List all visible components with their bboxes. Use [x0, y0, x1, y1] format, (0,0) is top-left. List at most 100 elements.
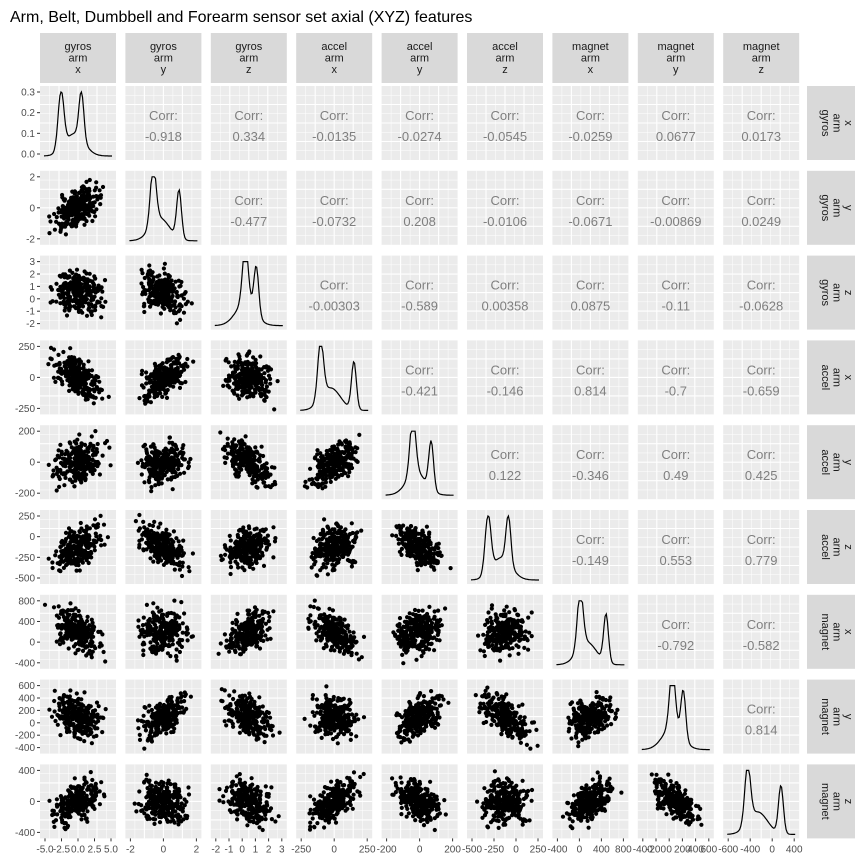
- panel-r3-c4: Corr:-0.00303: [296, 255, 373, 330]
- scatter-point: [190, 551, 195, 556]
- scatter-point: [80, 648, 86, 654]
- scatter-point: [67, 379, 72, 384]
- scatter-point: [82, 222, 87, 227]
- scatter-point: [61, 542, 66, 547]
- scatter-point: [253, 445, 258, 450]
- scatter-point: [62, 483, 67, 488]
- scatter-point: [90, 209, 95, 214]
- scatter-point: [74, 472, 80, 477]
- scatter-point: [155, 302, 161, 307]
- scatter-point: [237, 528, 242, 533]
- corr-value: -0.0106: [483, 214, 527, 229]
- scatter-point: [260, 550, 265, 556]
- corr-label: Corr:: [661, 532, 690, 547]
- scatter-point: [97, 300, 102, 305]
- scatter-point: [88, 196, 93, 201]
- scatter-point: [87, 186, 92, 191]
- scatter-point: [93, 395, 98, 400]
- scatter-point: [157, 273, 162, 278]
- scatter-point: [178, 283, 183, 288]
- scatter-point: [163, 547, 168, 552]
- strip-top-label: arm: [69, 53, 88, 65]
- scatter-point: [233, 628, 238, 634]
- scatter-point: [228, 374, 233, 379]
- scatter-point: [72, 381, 77, 386]
- corr-label: Corr:: [320, 278, 349, 293]
- scatter-point: [173, 626, 178, 631]
- scatter-point: [165, 303, 170, 308]
- scatter-point: [254, 640, 259, 645]
- scatter-point: [56, 369, 61, 374]
- strip-right-label: arm: [831, 707, 843, 726]
- scatter-point: [230, 640, 236, 645]
- scatter-point: [74, 197, 79, 202]
- scatter-point: [66, 646, 71, 651]
- scatter-point: [170, 475, 175, 480]
- scatter-point: [255, 485, 260, 490]
- scatter-point: [142, 630, 147, 635]
- scatter-point: [241, 525, 246, 530]
- strip-top-label: magnet: [743, 41, 780, 53]
- corr-value: 0.425: [745, 468, 778, 483]
- scatter-point: [142, 634, 147, 639]
- scatter-point: [60, 192, 65, 198]
- scatter-point: [67, 612, 72, 617]
- scatter-point: [216, 651, 221, 656]
- scatter-point: [181, 538, 186, 543]
- strip-right-label: x: [842, 375, 854, 381]
- scatter-point: [80, 559, 85, 565]
- panel-r1-c1: [40, 86, 116, 160]
- scatter-point: [158, 311, 163, 316]
- scatter-point: [164, 543, 169, 548]
- scatter-point: [427, 530, 432, 535]
- scatter-point: [50, 560, 55, 565]
- corr-label: Corr:: [747, 193, 776, 208]
- corr-value: -0.0628: [739, 299, 783, 314]
- scatter-point: [167, 440, 172, 445]
- scatter-point: [238, 539, 243, 544]
- corr-label: Corr:: [747, 278, 776, 293]
- scatter-point: [61, 282, 66, 288]
- scatter-point: [251, 542, 257, 547]
- scatter-point: [77, 304, 82, 309]
- strip-right-label: z: [842, 799, 854, 805]
- corr-value: 0.0875: [571, 299, 611, 314]
- scatter-point: [218, 641, 223, 646]
- scatter-point: [69, 369, 74, 375]
- scatter-point: [88, 394, 93, 399]
- panel-r5-c7: Corr:-0.346: [552, 425, 629, 500]
- scatter-point: [72, 545, 77, 550]
- panel-r1-c5: Corr:-0.0274: [381, 86, 458, 160]
- scatter-point: [315, 458, 320, 463]
- scatter-point: [155, 393, 160, 398]
- scatter-point: [56, 352, 61, 357]
- panel-r6-c3: [210, 510, 287, 584]
- strip-right-label: gyros: [819, 110, 831, 137]
- scatter-point: [105, 535, 110, 540]
- strip-top-label: arm: [666, 53, 685, 65]
- scatter-point: [335, 531, 340, 536]
- corr-value: 0.0677: [656, 129, 696, 144]
- strip-right-label: arm: [831, 538, 843, 557]
- scatter-point: [161, 472, 166, 477]
- corr-value: -0.7: [665, 383, 687, 398]
- scatter-point: [246, 524, 251, 529]
- scatter-point: [175, 461, 180, 466]
- scatter-point: [222, 632, 227, 637]
- scatter-point: [399, 546, 404, 552]
- scatter-point: [100, 453, 105, 458]
- scatter-point: [99, 296, 104, 301]
- scatter-point: [258, 378, 264, 383]
- scatter-point: [242, 623, 247, 628]
- scatter-point: [173, 367, 178, 372]
- scatter-point: [90, 218, 95, 224]
- scatter-point: [94, 539, 99, 545]
- scatter-point: [86, 359, 91, 364]
- scatter-point: [159, 625, 164, 630]
- scatter-point: [355, 446, 360, 451]
- scatter-point: [397, 523, 402, 528]
- panel-r3-c1: [40, 255, 116, 330]
- scatter-point: [345, 557, 350, 563]
- scatter-point: [86, 545, 91, 551]
